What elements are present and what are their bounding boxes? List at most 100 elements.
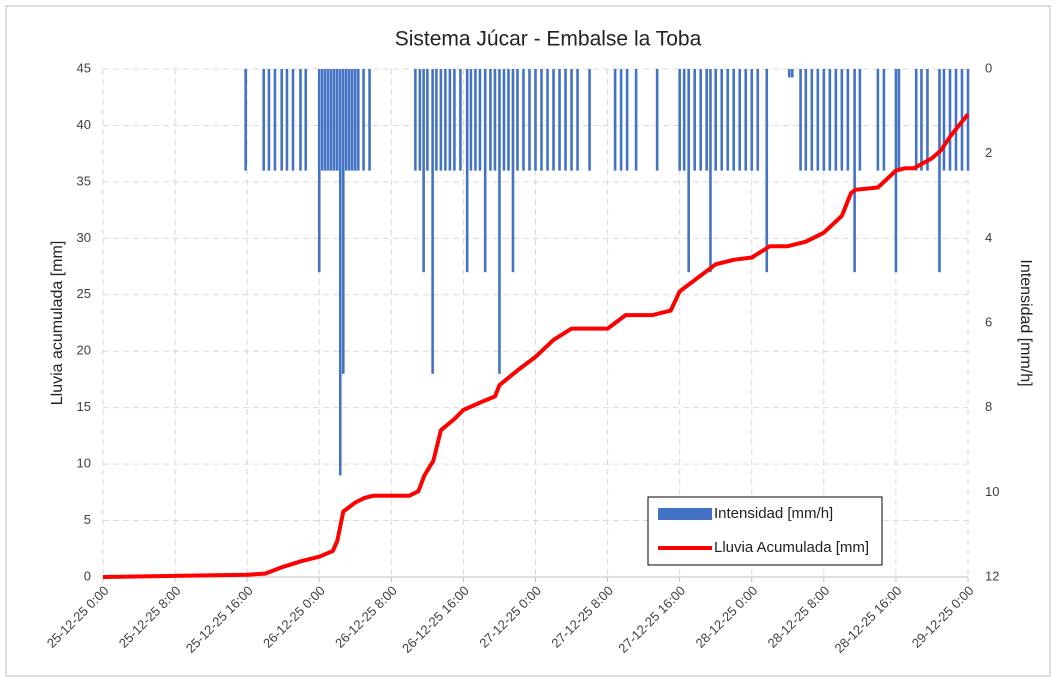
bar	[678, 69, 681, 171]
bar	[720, 69, 724, 171]
bar	[576, 69, 579, 171]
bar	[431, 69, 434, 374]
bar	[828, 69, 832, 171]
bar	[558, 69, 561, 171]
bar	[738, 69, 742, 171]
bar	[426, 69, 429, 171]
y-tick-label: 10	[77, 456, 91, 471]
bar	[444, 69, 447, 171]
bar	[613, 69, 617, 171]
bar	[326, 69, 330, 171]
bar	[280, 69, 284, 171]
bar	[799, 69, 802, 171]
bar	[948, 69, 952, 171]
bar	[619, 69, 623, 171]
bar	[564, 69, 567, 171]
bar	[552, 69, 555, 171]
bar	[687, 69, 690, 273]
bar	[897, 69, 901, 171]
bar	[858, 69, 862, 171]
bar	[350, 69, 354, 171]
bar	[414, 69, 417, 171]
bar	[332, 69, 336, 171]
bar	[335, 69, 339, 171]
bar	[502, 69, 506, 171]
bar	[469, 69, 473, 171]
bar	[459, 69, 462, 171]
bar	[732, 69, 736, 171]
bar	[954, 69, 958, 171]
bar	[262, 69, 265, 171]
bar	[938, 69, 941, 273]
bar	[926, 69, 929, 171]
bar	[765, 69, 769, 273]
bar	[822, 69, 826, 171]
bar	[304, 69, 308, 171]
y2-tick-label: 6	[985, 314, 992, 329]
y-tick-label: 35	[77, 173, 91, 188]
bar	[498, 69, 501, 374]
bar	[882, 69, 886, 171]
bar	[474, 69, 477, 171]
bar	[682, 69, 686, 171]
y-tick-label: 40	[77, 117, 91, 132]
bar	[876, 69, 880, 171]
bar	[834, 69, 838, 171]
bar	[439, 69, 443, 171]
bar	[693, 69, 696, 171]
bar	[570, 69, 573, 171]
bar	[804, 69, 808, 171]
y2-tick-label: 12	[985, 568, 999, 583]
bar	[453, 69, 456, 171]
bar	[353, 69, 357, 171]
bar	[483, 69, 487, 273]
line	[102, 112, 970, 579]
bar	[338, 69, 342, 476]
bar	[942, 69, 946, 171]
bar	[516, 69, 519, 171]
bar	[699, 69, 702, 171]
bar	[478, 69, 482, 171]
bar	[810, 69, 814, 171]
bar	[267, 69, 271, 171]
y-tick-label: 30	[77, 230, 91, 245]
bar	[435, 69, 438, 171]
bar	[534, 69, 537, 171]
bar	[347, 69, 351, 171]
y-tick-label: 25	[77, 286, 91, 301]
y-tick-label: 0	[84, 568, 91, 583]
bar	[362, 69, 365, 171]
bar	[840, 69, 844, 171]
bar	[846, 69, 850, 171]
y2-tick-label: 4	[985, 230, 992, 245]
bar	[273, 69, 277, 171]
y-tick-label: 20	[77, 343, 91, 358]
bar	[546, 69, 549, 171]
bar	[528, 69, 531, 171]
bar	[756, 69, 760, 171]
bar	[507, 69, 510, 171]
bar	[344, 69, 348, 171]
bar	[317, 69, 321, 273]
y2-tick-label: 10	[985, 484, 999, 499]
bar	[329, 69, 333, 171]
y-tick-label: 45	[77, 60, 91, 75]
bar	[634, 69, 638, 171]
bar	[511, 69, 515, 273]
bar	[787, 69, 791, 78]
y2-tick-label: 0	[985, 60, 992, 75]
y-axis-label: Lluvia acumulada [mm]	[49, 241, 66, 406]
bar	[750, 69, 754, 171]
bar	[299, 69, 302, 171]
bar	[540, 69, 543, 171]
legend-swatch	[658, 508, 712, 520]
bar	[914, 69, 918, 171]
bar	[522, 69, 525, 171]
legend-label: Lluvia Acumulada [mm]	[714, 539, 869, 556]
bar	[291, 69, 295, 171]
bar	[920, 69, 923, 171]
bar	[966, 69, 970, 171]
bar	[588, 69, 591, 171]
bar	[853, 69, 856, 273]
bar	[341, 69, 345, 374]
